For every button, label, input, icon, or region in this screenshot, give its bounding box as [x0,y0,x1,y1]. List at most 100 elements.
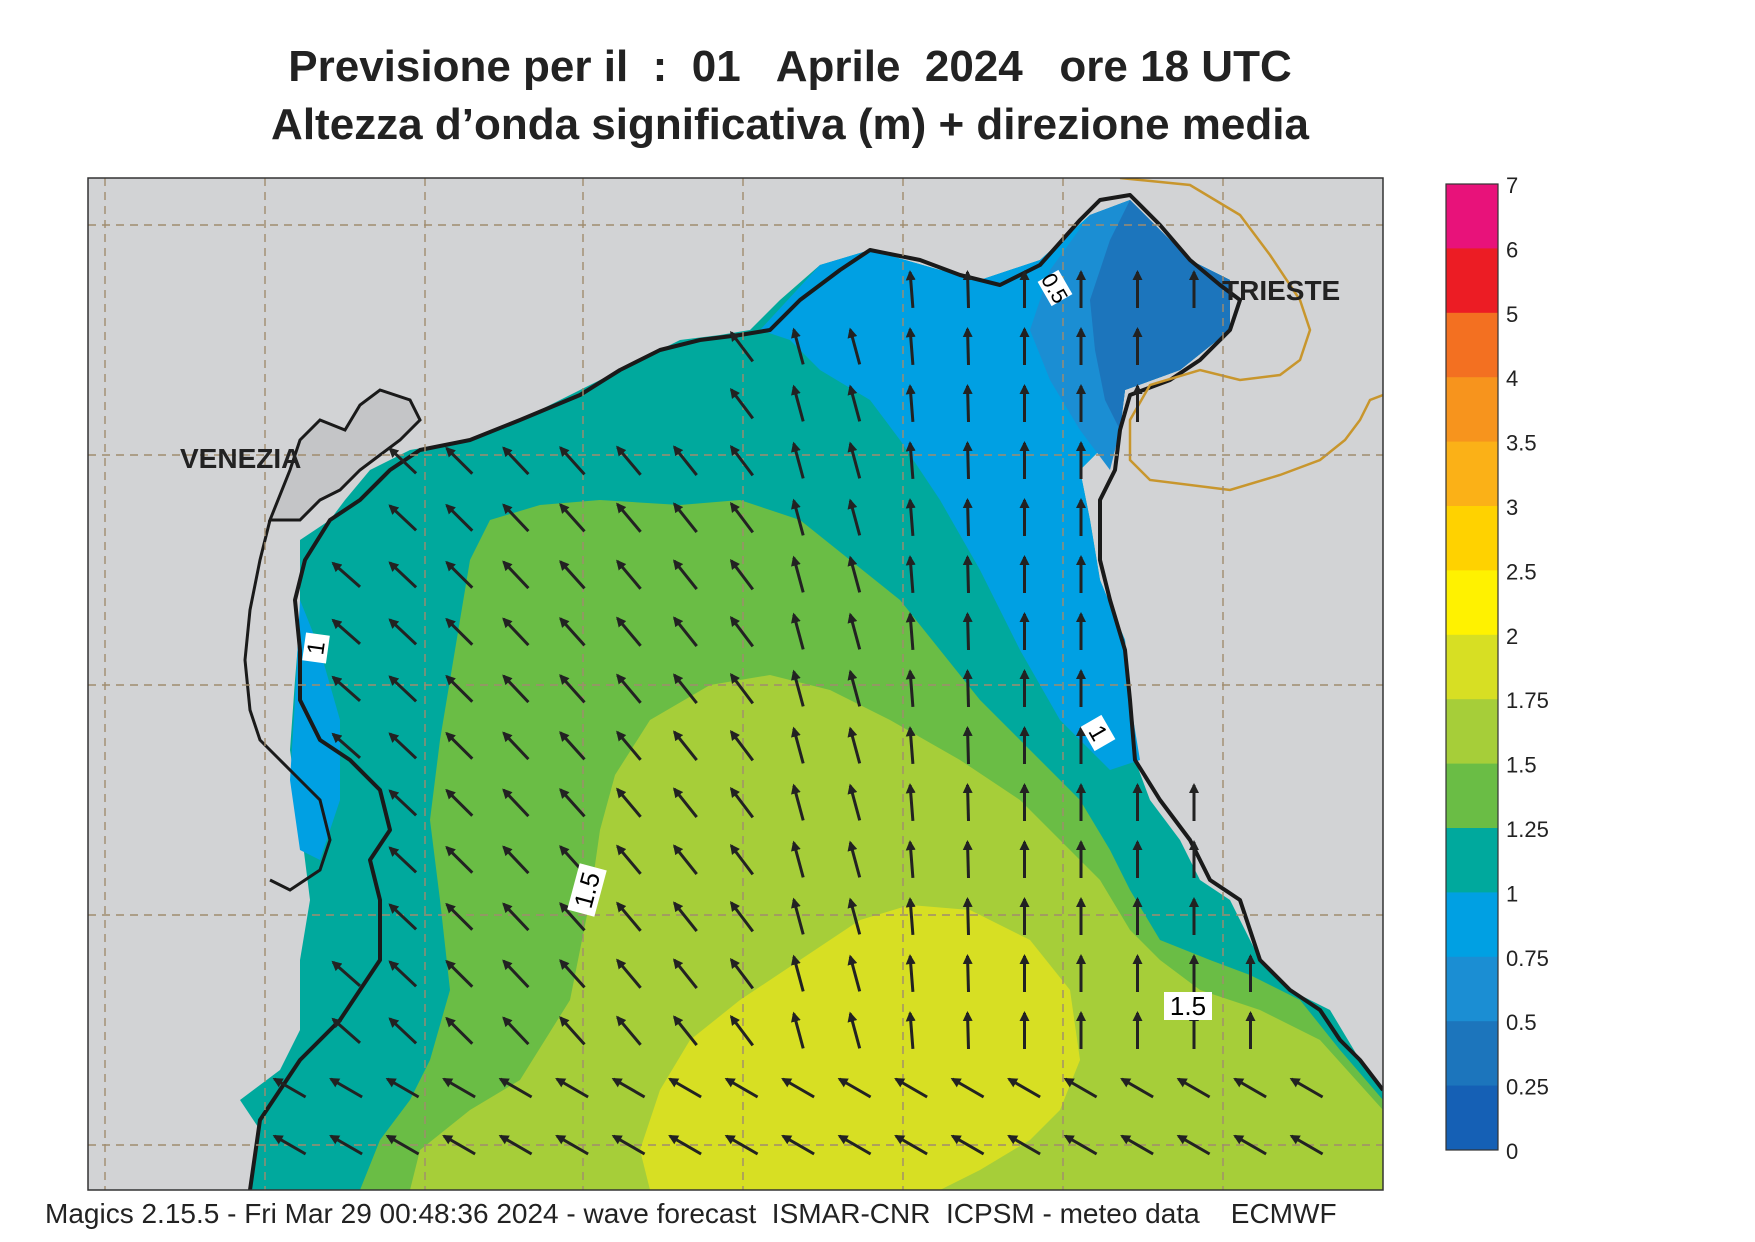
wave-arrow [445,560,474,589]
wave-arrow [905,441,916,480]
wave-arrow [1176,1077,1211,1099]
wave-arrow [1176,1134,1211,1156]
wave-arrow [962,612,973,651]
wave-arrow [329,1077,363,1099]
wave-arrow [559,902,586,932]
wave-arrow [847,954,862,992]
wave-arrow [445,845,474,874]
wave-arrow [388,846,418,874]
wave-arrow [385,1134,420,1156]
wave-arrow [905,954,916,993]
wave-arrow [724,1134,759,1156]
wave-arrow [388,618,418,646]
wave-arrow [673,844,698,876]
wave-arrow [616,1015,642,1046]
wave-arrow [673,673,698,705]
wave-arrow [730,957,754,990]
wave-arrow [962,384,973,423]
wave-arrow [962,897,973,936]
wave-arrow [837,1134,872,1156]
wave-arrow [559,446,586,476]
wave-arrow [847,783,862,821]
city-label-trieste: TRIESTE [1222,275,1340,306]
wave-arrow [950,1134,985,1156]
wave-arrow [962,555,973,594]
wave-arrow [498,1077,533,1099]
wave-arrow [502,446,530,476]
wave-arrow [388,561,418,589]
wave-arrow [962,783,973,822]
wave-arrow [673,616,698,648]
wave-arrow [331,1017,361,1045]
wave-arrow [730,1014,754,1047]
wave-arrow [847,726,862,764]
wave-arrow [781,1134,815,1156]
wave-arrow [1063,1077,1098,1099]
wave-arrow [905,897,916,936]
venice-mainland-edge [243,519,332,892]
footer-credits: Magics 2.15.5 - Fri Mar 29 00:48:36 2024… [45,1198,1337,1229]
wave-arrow [894,1134,928,1156]
wave-arrow [555,1134,589,1156]
wave-arrow [445,503,474,532]
wave-arrow [1063,1134,1098,1156]
wave-arrow [1120,1077,1154,1099]
wave-arrow [616,787,642,818]
wave-arrow [791,327,805,365]
wave-arrow [445,959,474,988]
wave-arrow [791,783,805,821]
wave-arrow [388,732,418,760]
wave-arrow [791,612,805,650]
wave-arrow [331,960,361,988]
wave-arrow [905,726,916,765]
wave-arrow [388,1017,418,1045]
wave-arrow [445,674,474,703]
wave-arrow [847,1011,862,1049]
wave-arrow [791,384,805,422]
wave-arrow [791,669,805,707]
wave-arrow [962,726,973,765]
wave-arrow [559,503,586,533]
wave-arrow [616,502,642,533]
wave-arrow [502,503,530,533]
wave-arrow [388,903,418,931]
wave-arrow [905,270,916,309]
wave-arrow [673,730,698,762]
wave-arrow [555,1077,589,1099]
wave-arrow [502,788,530,818]
wave-arrow [329,1134,363,1156]
wave-arrow [962,498,973,537]
wave-arrow [730,672,754,705]
wave-arrow [905,498,916,537]
wave-arrow [730,388,754,420]
wave-arrow [502,902,530,932]
wave-arrow [962,270,973,309]
wave-arrow [673,787,698,819]
contour-label-1.5-east: 1.5 [1164,991,1212,1021]
wave-arrow [962,1011,973,1050]
wave-arrow [502,674,530,704]
national-border [1119,178,1383,492]
wave-arrow [559,617,586,647]
wave-arrow [847,327,862,365]
wave-arrow [894,1077,928,1099]
wave-arrow [616,616,642,647]
wave-arrow [730,900,754,933]
wave-arrow [442,1077,476,1099]
wave-arrow [559,560,586,590]
wave-arrow [272,1134,307,1156]
wave-arrow [673,1015,698,1047]
wave-arrow [905,327,916,366]
wave-arrow [791,441,805,479]
wave-arrow [905,669,916,708]
wave-arrow [502,845,530,875]
wave-arrow [616,958,642,989]
wave-arrow [781,1077,815,1099]
wave-arrow [445,1016,474,1045]
wave-arrow [673,502,698,534]
wave-arrow [847,669,862,707]
wave-arrow [388,447,418,475]
wave-arrow [1289,1077,1324,1099]
contour-label-1-west: 1 [302,632,331,664]
wave-arrow [502,560,530,590]
